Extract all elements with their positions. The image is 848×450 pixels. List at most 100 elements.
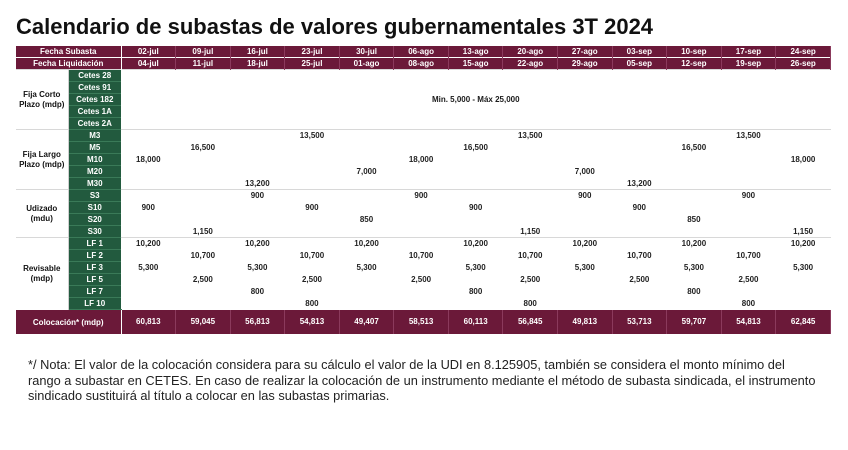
instrument-label: Cetes 1A: [68, 105, 121, 118]
footnote: */ Nota: El valor de la colocación consi…: [28, 357, 816, 403]
value-cell: [775, 129, 831, 142]
value-cell: [394, 142, 449, 154]
value-cell: 10,700: [299, 251, 325, 260]
value-cell: 900: [468, 203, 483, 212]
header-date-liquidacion: 15-ago: [448, 57, 504, 70]
value-cell: [230, 274, 285, 286]
table-row: LF 2 10,700 10,700 10,700 10,700 10,700 10,700: [16, 249, 831, 262]
value-cell: [394, 214, 449, 226]
header-date-liquidacion: 25-jul: [284, 57, 340, 70]
value-cell: [558, 226, 613, 238]
value-cell: [667, 226, 722, 238]
value-cell: 2,500: [520, 275, 541, 284]
value-cell: 10,700: [408, 251, 434, 260]
colocacion-value: 58,513: [393, 309, 449, 334]
value-cell: [230, 298, 285, 310]
value-cell: 10,200: [230, 237, 285, 250]
value-cell: 10,700: [190, 251, 216, 260]
value-cell: [612, 298, 667, 310]
value-cell: 5,300: [356, 263, 377, 272]
value-cell: [612, 129, 667, 142]
value-cell: [558, 286, 613, 298]
value-cell: 1,150: [192, 226, 213, 236]
header-label-liquidacion: Fecha Liquidación: [16, 57, 122, 70]
value-cell: [121, 189, 176, 202]
colocacion-value: 59,045: [175, 309, 231, 334]
value-cell: [394, 286, 449, 298]
instrument-label: S30: [68, 225, 121, 238]
value-cell: [394, 226, 449, 238]
instrument-label: S20: [68, 213, 121, 226]
value-cell: 900: [557, 189, 613, 202]
table-row: LF 3 5,300 5,300 5,300 5,300 5,300 5,300 5,300: [16, 261, 831, 274]
table-row: S30 1,150 1,150 1,150: [16, 225, 831, 238]
table-row: Cetes 1A: [16, 105, 831, 118]
value-cell: 900: [721, 189, 776, 202]
value-cell: [558, 298, 613, 310]
value-cell: [393, 237, 449, 250]
value-cell: [776, 286, 831, 298]
value-cell: 850: [359, 215, 374, 224]
header-date-subasta: 27-ago: [557, 46, 613, 58]
value-cell: 7,000: [574, 167, 595, 176]
value-cell: [776, 214, 831, 226]
value-cell: 13,500: [721, 129, 776, 142]
value-cell: [285, 226, 340, 238]
header-date-liquidacion: 18-jul: [230, 57, 286, 70]
table-row: M5 16,500 16,500 16,500: [16, 141, 831, 154]
value-cell: [121, 226, 176, 238]
colocacion-value: 62,845: [775, 309, 831, 334]
colocacion-value: 49,813: [557, 309, 613, 334]
table-row: LF 5 2,500 2,500 2,500 2,500 2,500 2,500: [16, 273, 831, 286]
value-cell: 1,150: [793, 226, 814, 236]
value-cell: [175, 129, 231, 142]
value-cell: 5,300: [793, 263, 814, 272]
value-cell: [612, 237, 667, 250]
header-row-subasta: Fecha Subasta 02-jul 09-jul 16-jul 23-jul 30-…: [16, 46, 831, 58]
value-cell: [776, 298, 831, 310]
value-cell: [667, 298, 722, 310]
value-cell: [285, 178, 340, 190]
value-cell: 18,000: [136, 155, 161, 164]
header-date-liquidacion: 04-jul: [121, 57, 177, 70]
range-cell: Min. 5,000 - Máx 25,000: [121, 69, 831, 130]
value-cell: 1,150: [520, 226, 541, 236]
value-cell: [176, 154, 231, 166]
page-title: Calendario de subastas de valores gubern…: [16, 14, 654, 39]
header-date-subasta: 03-sep: [612, 46, 668, 58]
value-cell: [557, 129, 613, 142]
value-cell: [394, 166, 449, 178]
value-cell: [175, 189, 231, 202]
value-cell: [339, 129, 394, 142]
header-date-subasta: 20-ago: [502, 46, 558, 58]
value-cell: [285, 166, 340, 178]
header-date-liquidacion: 29-ago: [557, 57, 613, 70]
value-cell: [339, 250, 394, 262]
value-cell: 2,500: [629, 275, 650, 284]
value-cell: [285, 214, 340, 226]
value-cell: [230, 154, 285, 166]
header-date-subasta: 23-jul: [284, 46, 340, 58]
value-cell: 900: [141, 203, 155, 212]
value-cell: 10,200: [666, 237, 722, 250]
value-cell: [612, 226, 667, 238]
value-cell: [230, 202, 285, 214]
value-cell: [721, 166, 776, 178]
value-cell: 2,500: [301, 275, 322, 284]
table-row: M30 13,200 13,200: [16, 177, 831, 190]
value-cell: [284, 237, 340, 250]
value-cell: [176, 262, 231, 274]
value-cell: 5,300: [683, 263, 704, 272]
value-cell: [393, 129, 449, 142]
value-cell: 900: [305, 203, 319, 212]
value-cell: 18,000: [408, 155, 434, 164]
value-cell: [502, 237, 558, 250]
value-cell: [339, 142, 394, 154]
section-label-corto: Fija Corto Plazo (mdp): [16, 69, 69, 130]
header-date-liquidacion: 12-sep: [666, 57, 722, 70]
header-date-subasta: 06-ago: [393, 46, 449, 58]
colocacion-value: 54,813: [284, 309, 340, 334]
value-cell: [394, 298, 449, 310]
value-cell: [176, 166, 231, 178]
header-date-liquidacion: 08-ago: [393, 57, 449, 70]
